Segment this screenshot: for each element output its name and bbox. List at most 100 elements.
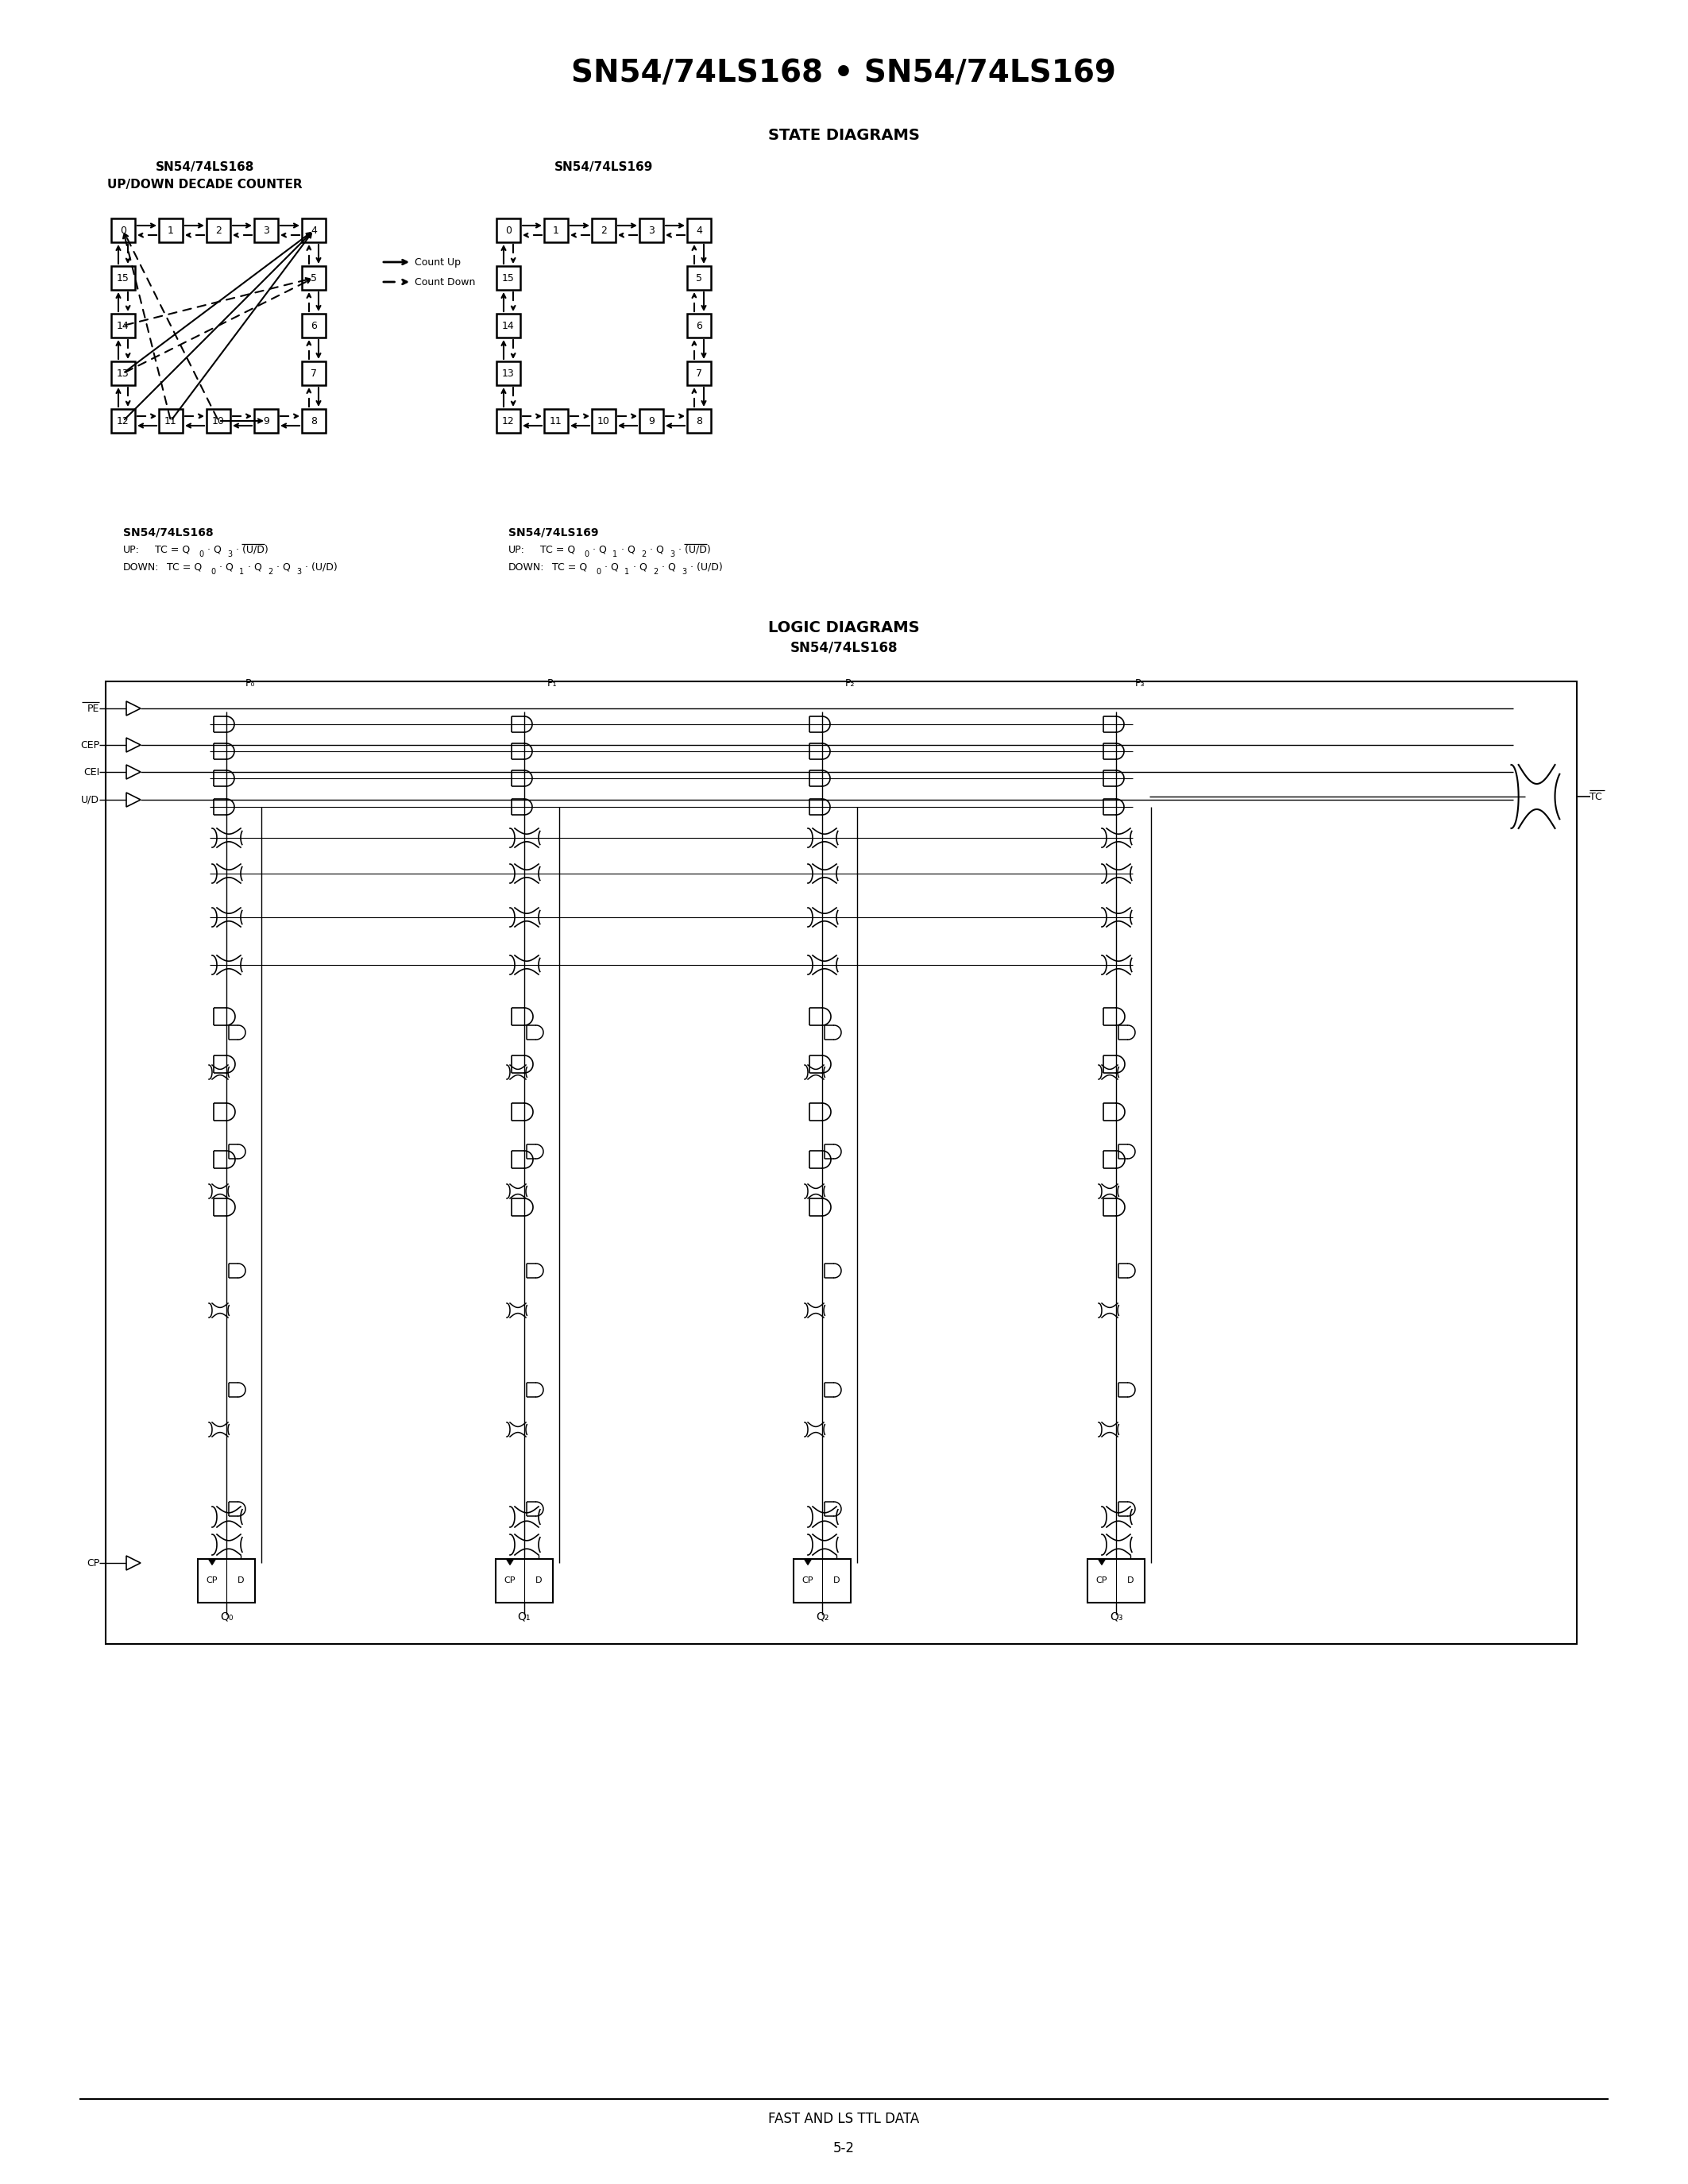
Text: · Q: · Q [273, 561, 290, 572]
Text: FAST AND LS TTL DATA: FAST AND LS TTL DATA [768, 2112, 920, 2125]
Text: TC = Q: TC = Q [540, 544, 576, 555]
Text: Count Down: Count Down [415, 277, 476, 286]
Text: 3: 3 [297, 568, 300, 577]
Text: 3: 3 [648, 225, 655, 236]
Polygon shape [127, 793, 140, 806]
Text: · Q: · Q [589, 544, 606, 555]
Text: SN54/74LS169: SN54/74LS169 [554, 162, 653, 173]
Text: 8: 8 [695, 415, 702, 426]
Text: 0: 0 [120, 225, 127, 236]
Text: DOWN:: DOWN: [508, 561, 545, 572]
Bar [687, 218, 711, 242]
Text: TC = Q: TC = Q [167, 561, 203, 572]
Text: 9: 9 [263, 415, 270, 426]
Text: 2: 2 [216, 225, 221, 236]
Text: 3: 3 [263, 225, 270, 236]
Text: 5: 5 [311, 273, 317, 284]
Polygon shape [127, 701, 140, 716]
Text: 9: 9 [648, 415, 655, 426]
Text: 13: 13 [116, 369, 130, 378]
Text: PE: PE [88, 703, 100, 714]
Text: 7: 7 [695, 369, 702, 378]
Bar [592, 218, 616, 242]
Text: STATE DIAGRAMS: STATE DIAGRAMS [768, 127, 920, 142]
Text: 0: 0 [505, 225, 511, 236]
Text: D: D [535, 1577, 542, 1583]
Bar [302, 218, 326, 242]
Polygon shape [208, 1559, 216, 1566]
Bar [159, 218, 182, 242]
Bar [496, 218, 520, 242]
Text: SN54/74LS168 • SN54/74LS169: SN54/74LS168 • SN54/74LS169 [571, 59, 1116, 87]
Bar [106, 681, 1577, 1645]
Text: · (U/D): · (U/D) [687, 561, 722, 572]
Text: · Q: · Q [245, 561, 262, 572]
Text: · (U/D): · (U/D) [675, 544, 711, 555]
Polygon shape [127, 764, 140, 780]
Text: SN54/74LS168: SN54/74LS168 [790, 640, 898, 655]
Bar [496, 314, 520, 339]
Polygon shape [803, 1559, 812, 1566]
Bar [640, 218, 663, 242]
Text: 2: 2 [601, 225, 608, 236]
Text: 8: 8 [311, 415, 317, 426]
Bar [687, 314, 711, 339]
Text: 5-2: 5-2 [832, 2140, 854, 2156]
Text: 4: 4 [695, 225, 702, 236]
Text: 1: 1 [554, 225, 559, 236]
Text: UP:: UP: [123, 544, 140, 555]
Text: · (U/D): · (U/D) [233, 544, 268, 555]
Text: 14: 14 [501, 321, 515, 330]
Bar [793, 1559, 851, 1603]
Text: CP: CP [1096, 1577, 1107, 1583]
Text: UP:: UP: [508, 544, 525, 555]
Text: P₂: P₂ [846, 677, 854, 688]
Text: 15: 15 [501, 273, 515, 284]
Text: 0: 0 [596, 568, 601, 577]
Bar [111, 266, 135, 290]
Text: 10: 10 [213, 415, 225, 426]
Text: 12: 12 [501, 415, 515, 426]
Text: Q₃: Q₃ [1109, 1612, 1123, 1623]
Text: SN54/74LS168: SN54/74LS168 [155, 162, 255, 173]
Polygon shape [506, 1559, 513, 1566]
Bar [496, 408, 520, 432]
Text: 0: 0 [584, 550, 589, 559]
Text: Q₁: Q₁ [518, 1612, 530, 1623]
Text: 0: 0 [211, 568, 216, 577]
Bar [544, 218, 567, 242]
Bar [302, 408, 326, 432]
Text: SN54/74LS169: SN54/74LS169 [508, 526, 599, 537]
Text: · Q: · Q [647, 544, 663, 555]
Bar [592, 408, 616, 432]
Text: CP: CP [86, 1557, 100, 1568]
Text: P₀: P₀ [245, 677, 255, 688]
Text: 7: 7 [311, 369, 317, 378]
Bar [302, 314, 326, 339]
Bar [302, 360, 326, 384]
Text: U/D: U/D [81, 795, 100, 806]
Text: · Q: · Q [618, 544, 635, 555]
Bar [496, 266, 520, 290]
Text: 10: 10 [598, 415, 609, 426]
Text: 3: 3 [670, 550, 675, 559]
Text: · (U/D): · (U/D) [302, 561, 338, 572]
Text: 14: 14 [116, 321, 130, 330]
Bar [496, 1559, 554, 1603]
Bar [111, 314, 135, 339]
Text: · Q: · Q [630, 561, 647, 572]
Text: P₃: P₃ [1134, 677, 1144, 688]
Text: TC: TC [1590, 791, 1602, 802]
Text: DOWN:: DOWN: [123, 561, 159, 572]
Bar [302, 266, 326, 290]
Bar [159, 408, 182, 432]
Bar [111, 360, 135, 384]
Bar [544, 408, 567, 432]
Text: P₁: P₁ [547, 677, 557, 688]
Polygon shape [1097, 1559, 1106, 1566]
Text: 1: 1 [167, 225, 174, 236]
Text: D: D [834, 1577, 841, 1583]
Text: UP/DOWN DECADE COUNTER: UP/DOWN DECADE COUNTER [108, 179, 302, 190]
Bar [206, 218, 230, 242]
Bar [496, 360, 520, 384]
